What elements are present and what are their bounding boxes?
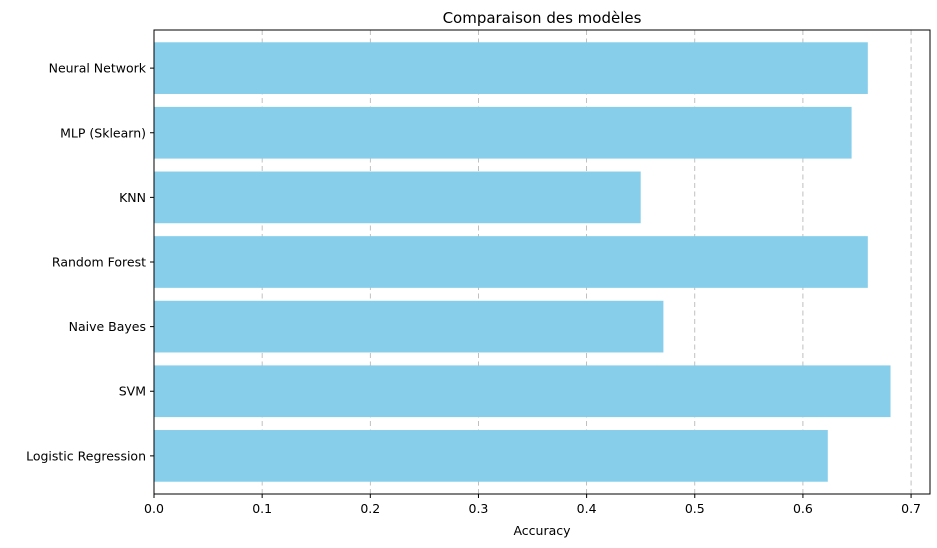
x-tick-label: 0.7: [901, 501, 921, 516]
y-tick-label: Logistic Regression: [26, 448, 146, 463]
x-tick-label: 0.1: [252, 501, 272, 516]
x-tick-label: 0.0: [144, 501, 164, 516]
y-tick-label: SVM: [119, 384, 146, 399]
bar-mlp-sklearn: [154, 106, 852, 159]
y-tick-label: Random Forest: [52, 255, 146, 270]
y-tick-label: Naive Bayes: [69, 319, 146, 334]
bar-logistic-regression: [154, 430, 828, 482]
y-ticks: Logistic Regression SVM Naive Bayes Random …: [26, 61, 154, 463]
x-axis-label: Accuracy: [513, 523, 571, 538]
y-tick-label: Neural Network: [49, 61, 147, 76]
bar-neural-network: [154, 42, 868, 94]
y-tick-label: MLP (Sklearn): [60, 125, 146, 140]
chart-title: Comparaison des modèles: [443, 9, 642, 27]
y-tick-label: KNN: [119, 190, 146, 205]
x-tick-label: 0.2: [360, 501, 380, 516]
x-tick-label: 0.4: [577, 501, 597, 516]
bar-naive-bayes: [154, 300, 664, 353]
bar-knn: [154, 171, 641, 224]
bars: [154, 42, 891, 482]
x-ticks: 0.0 0.1 0.2 0.3 0.4 0.5 0.6 0.7: [144, 494, 921, 516]
x-tick-label: 0.3: [469, 501, 489, 516]
bar-random-forest: [154, 236, 868, 288]
x-tick-label: 0.6: [793, 501, 813, 516]
x-tick-label: 0.5: [685, 501, 705, 516]
bar-svm: [154, 365, 891, 418]
